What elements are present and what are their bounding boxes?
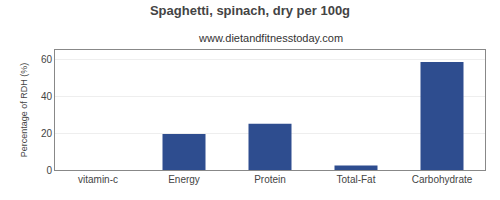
- svg-text:Spaghetti, spinach, dry per 10: Spaghetti, spinach, dry per 100g: [150, 3, 350, 18]
- svg-text:Energy: Energy: [168, 174, 200, 185]
- svg-text:40: 40: [41, 91, 53, 102]
- svg-text:Percentage of RDH (%): Percentage of RDH (%): [19, 63, 29, 158]
- svg-text:www.dietandfitnesstoday.com: www.dietandfitnesstoday.com: [198, 32, 343, 44]
- svg-text:60: 60: [41, 54, 53, 65]
- svg-text:Protein: Protein: [254, 174, 286, 185]
- svg-text:Carbohydrate: Carbohydrate: [412, 174, 473, 185]
- svg-text:vitamin-c: vitamin-c: [78, 174, 118, 185]
- svg-text:20: 20: [41, 128, 53, 139]
- svg-text:Total-Fat: Total-Fat: [337, 174, 376, 185]
- svg-text:0: 0: [46, 165, 52, 176]
